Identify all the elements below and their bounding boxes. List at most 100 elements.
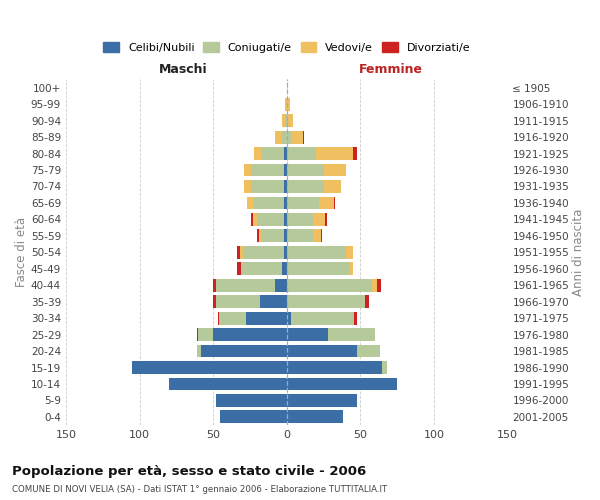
Bar	[287, 312, 291, 324]
Bar	[303, 130, 304, 143]
Bar	[346, 246, 353, 258]
Bar	[372, 279, 377, 291]
Text: Maschi: Maschi	[158, 63, 207, 76]
Bar	[260, 296, 287, 308]
Bar	[236, 262, 241, 275]
Bar	[219, 312, 245, 324]
Bar	[287, 130, 291, 143]
Bar	[287, 378, 397, 390]
Bar	[287, 230, 313, 242]
Bar	[220, 410, 287, 424]
Bar	[287, 361, 382, 374]
Text: Popolazione per età, sesso e stato civile - 2006: Popolazione per età, sesso e stato civil…	[12, 465, 366, 478]
Bar	[284, 164, 287, 176]
Bar	[284, 147, 287, 160]
Bar	[199, 328, 213, 341]
Bar	[213, 296, 216, 308]
Bar	[254, 196, 284, 209]
Bar	[213, 328, 287, 341]
Bar	[382, 361, 387, 374]
Bar	[287, 246, 346, 258]
Bar	[251, 164, 284, 176]
Bar	[287, 344, 358, 358]
Bar	[202, 344, 287, 358]
Bar	[259, 230, 262, 242]
Bar	[244, 164, 251, 176]
Bar	[245, 312, 287, 324]
Bar	[287, 114, 288, 127]
Text: COMUNE DI NOVI VELIA (SA) - Dati ISTAT 1° gennaio 2006 - Elaborazione TUTTITALIA: COMUNE DI NOVI VELIA (SA) - Dati ISTAT 1…	[12, 485, 387, 494]
Bar	[275, 279, 287, 291]
Bar	[254, 147, 262, 160]
Bar	[285, 114, 287, 127]
Bar	[358, 344, 380, 358]
Bar	[132, 361, 287, 374]
Bar	[251, 180, 284, 193]
Bar	[288, 114, 293, 127]
Bar	[244, 180, 251, 193]
Bar	[236, 246, 239, 258]
Y-axis label: Fasce di età: Fasce di età	[15, 218, 28, 288]
Bar	[169, 378, 287, 390]
Bar	[313, 213, 325, 226]
Bar	[365, 296, 369, 308]
Bar	[216, 279, 275, 291]
Bar	[216, 296, 260, 308]
Bar	[262, 230, 284, 242]
Bar	[323, 180, 341, 193]
Bar	[325, 213, 326, 226]
Bar	[287, 164, 323, 176]
Bar	[287, 262, 349, 275]
Bar	[287, 394, 358, 407]
Bar	[319, 196, 334, 209]
Bar	[287, 196, 319, 209]
Bar	[316, 147, 353, 160]
Bar	[239, 246, 242, 258]
Bar	[285, 98, 287, 110]
Bar	[287, 98, 290, 110]
Bar	[353, 147, 358, 160]
Bar	[284, 246, 287, 258]
Bar	[287, 410, 343, 424]
Bar	[213, 279, 216, 291]
Bar	[284, 196, 287, 209]
Bar	[328, 328, 375, 341]
Bar	[313, 230, 320, 242]
Bar	[257, 230, 259, 242]
Bar	[320, 230, 322, 242]
Bar	[242, 246, 284, 258]
Bar	[349, 262, 353, 275]
Bar	[275, 130, 283, 143]
Bar	[284, 230, 287, 242]
Bar	[283, 130, 287, 143]
Bar	[284, 180, 287, 193]
Bar	[291, 312, 355, 324]
Bar	[323, 164, 346, 176]
Bar	[197, 344, 202, 358]
Bar	[287, 180, 323, 193]
Bar	[218, 312, 219, 324]
Bar	[287, 147, 316, 160]
Bar	[241, 262, 283, 275]
Bar	[287, 213, 313, 226]
Bar	[287, 279, 372, 291]
Bar	[287, 296, 365, 308]
Bar	[284, 213, 287, 226]
Bar	[283, 262, 287, 275]
Bar	[253, 213, 257, 226]
Bar	[197, 328, 199, 341]
Bar	[216, 394, 287, 407]
Bar	[355, 312, 358, 324]
Bar	[251, 213, 253, 226]
Y-axis label: Anni di nascita: Anni di nascita	[572, 208, 585, 296]
Legend: Celibi/Nubili, Coniugati/e, Vedovi/e, Divorziati/e: Celibi/Nubili, Coniugati/e, Vedovi/e, Di…	[101, 40, 472, 55]
Bar	[377, 279, 381, 291]
Bar	[257, 213, 284, 226]
Bar	[283, 114, 285, 127]
Bar	[287, 328, 328, 341]
Bar	[247, 196, 254, 209]
Bar	[334, 196, 335, 209]
Text: Femmine: Femmine	[359, 63, 422, 76]
Bar	[262, 147, 284, 160]
Bar	[291, 130, 303, 143]
